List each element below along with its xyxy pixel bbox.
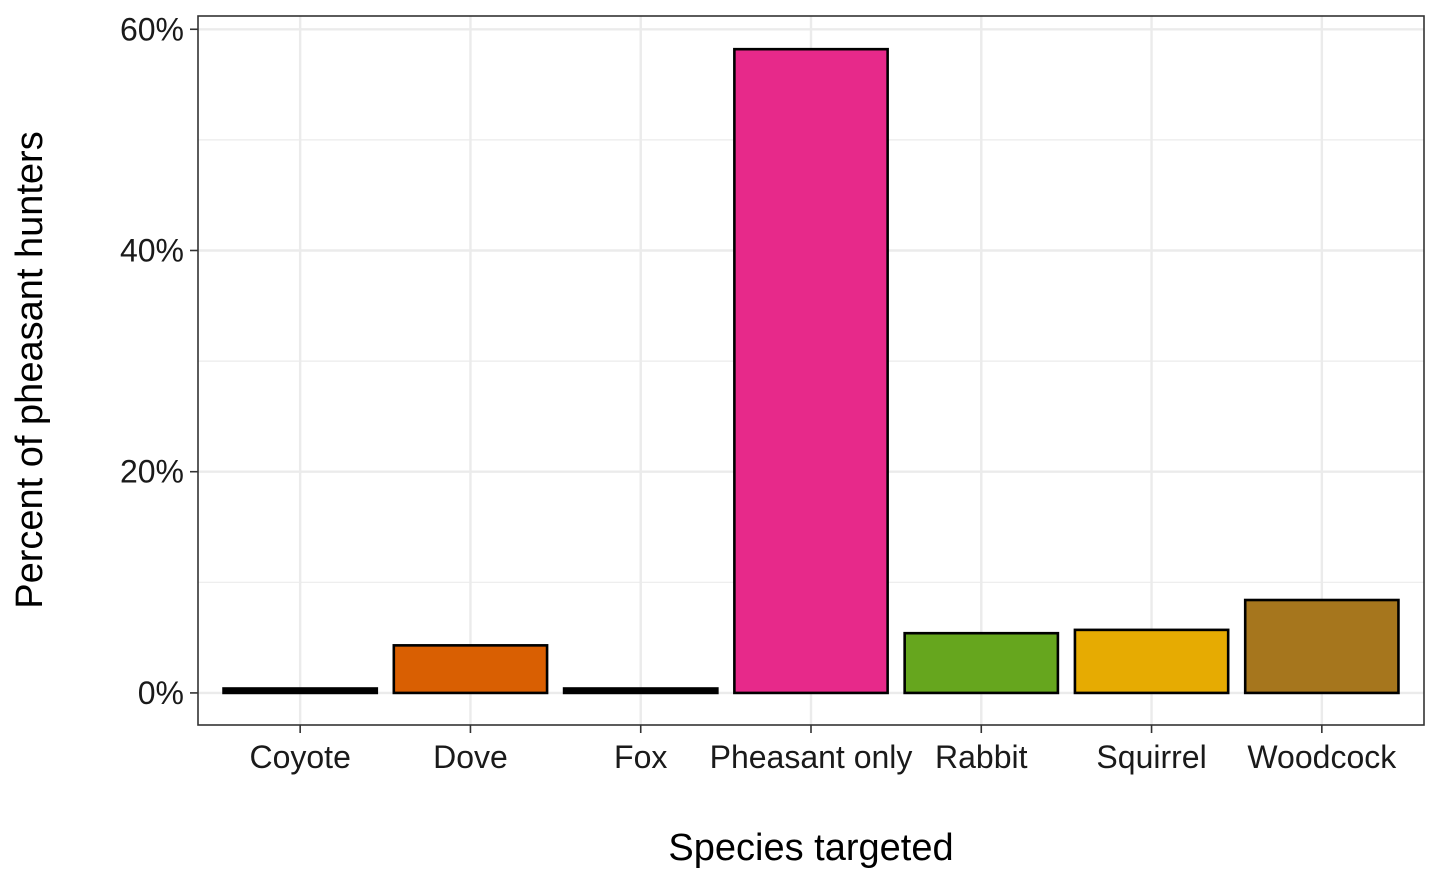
y-tick-label: 20%: [120, 454, 184, 490]
x-tick-label: Rabbit: [935, 739, 1028, 775]
y-tick-label: 40%: [120, 232, 184, 268]
bar-squirrel: [1073, 628, 1230, 695]
x-tick-label: Squirrel: [1096, 739, 1206, 775]
x-tick-label: Coyote: [249, 739, 350, 775]
bar-coyote: [222, 687, 379, 695]
bar-rabbit: [903, 631, 1060, 695]
x-axis-title: Species targeted: [668, 827, 953, 869]
x-tick-label: Fox: [614, 739, 667, 775]
bar-fox: [562, 687, 719, 695]
bar-dove: [392, 644, 549, 695]
y-tick-label: 60%: [120, 11, 184, 47]
x-tick-label: Dove: [433, 739, 508, 775]
y-axis-title: Percent of pheasant hunters: [9, 131, 51, 608]
y-axis: 0% 20% 40% 60%: [120, 11, 198, 711]
y-tick-label: 0%: [138, 675, 184, 711]
x-tick-label: Pheasant only: [710, 739, 913, 775]
bar-woodcock: [1243, 598, 1400, 695]
x-tick-label: Woodcock: [1247, 739, 1397, 775]
bars: [222, 47, 1400, 695]
x-axis: Coyote Dove Fox Pheasant only Rabbit Squirrel…: [249, 725, 1397, 775]
bar-pheasant-only: [733, 47, 889, 695]
